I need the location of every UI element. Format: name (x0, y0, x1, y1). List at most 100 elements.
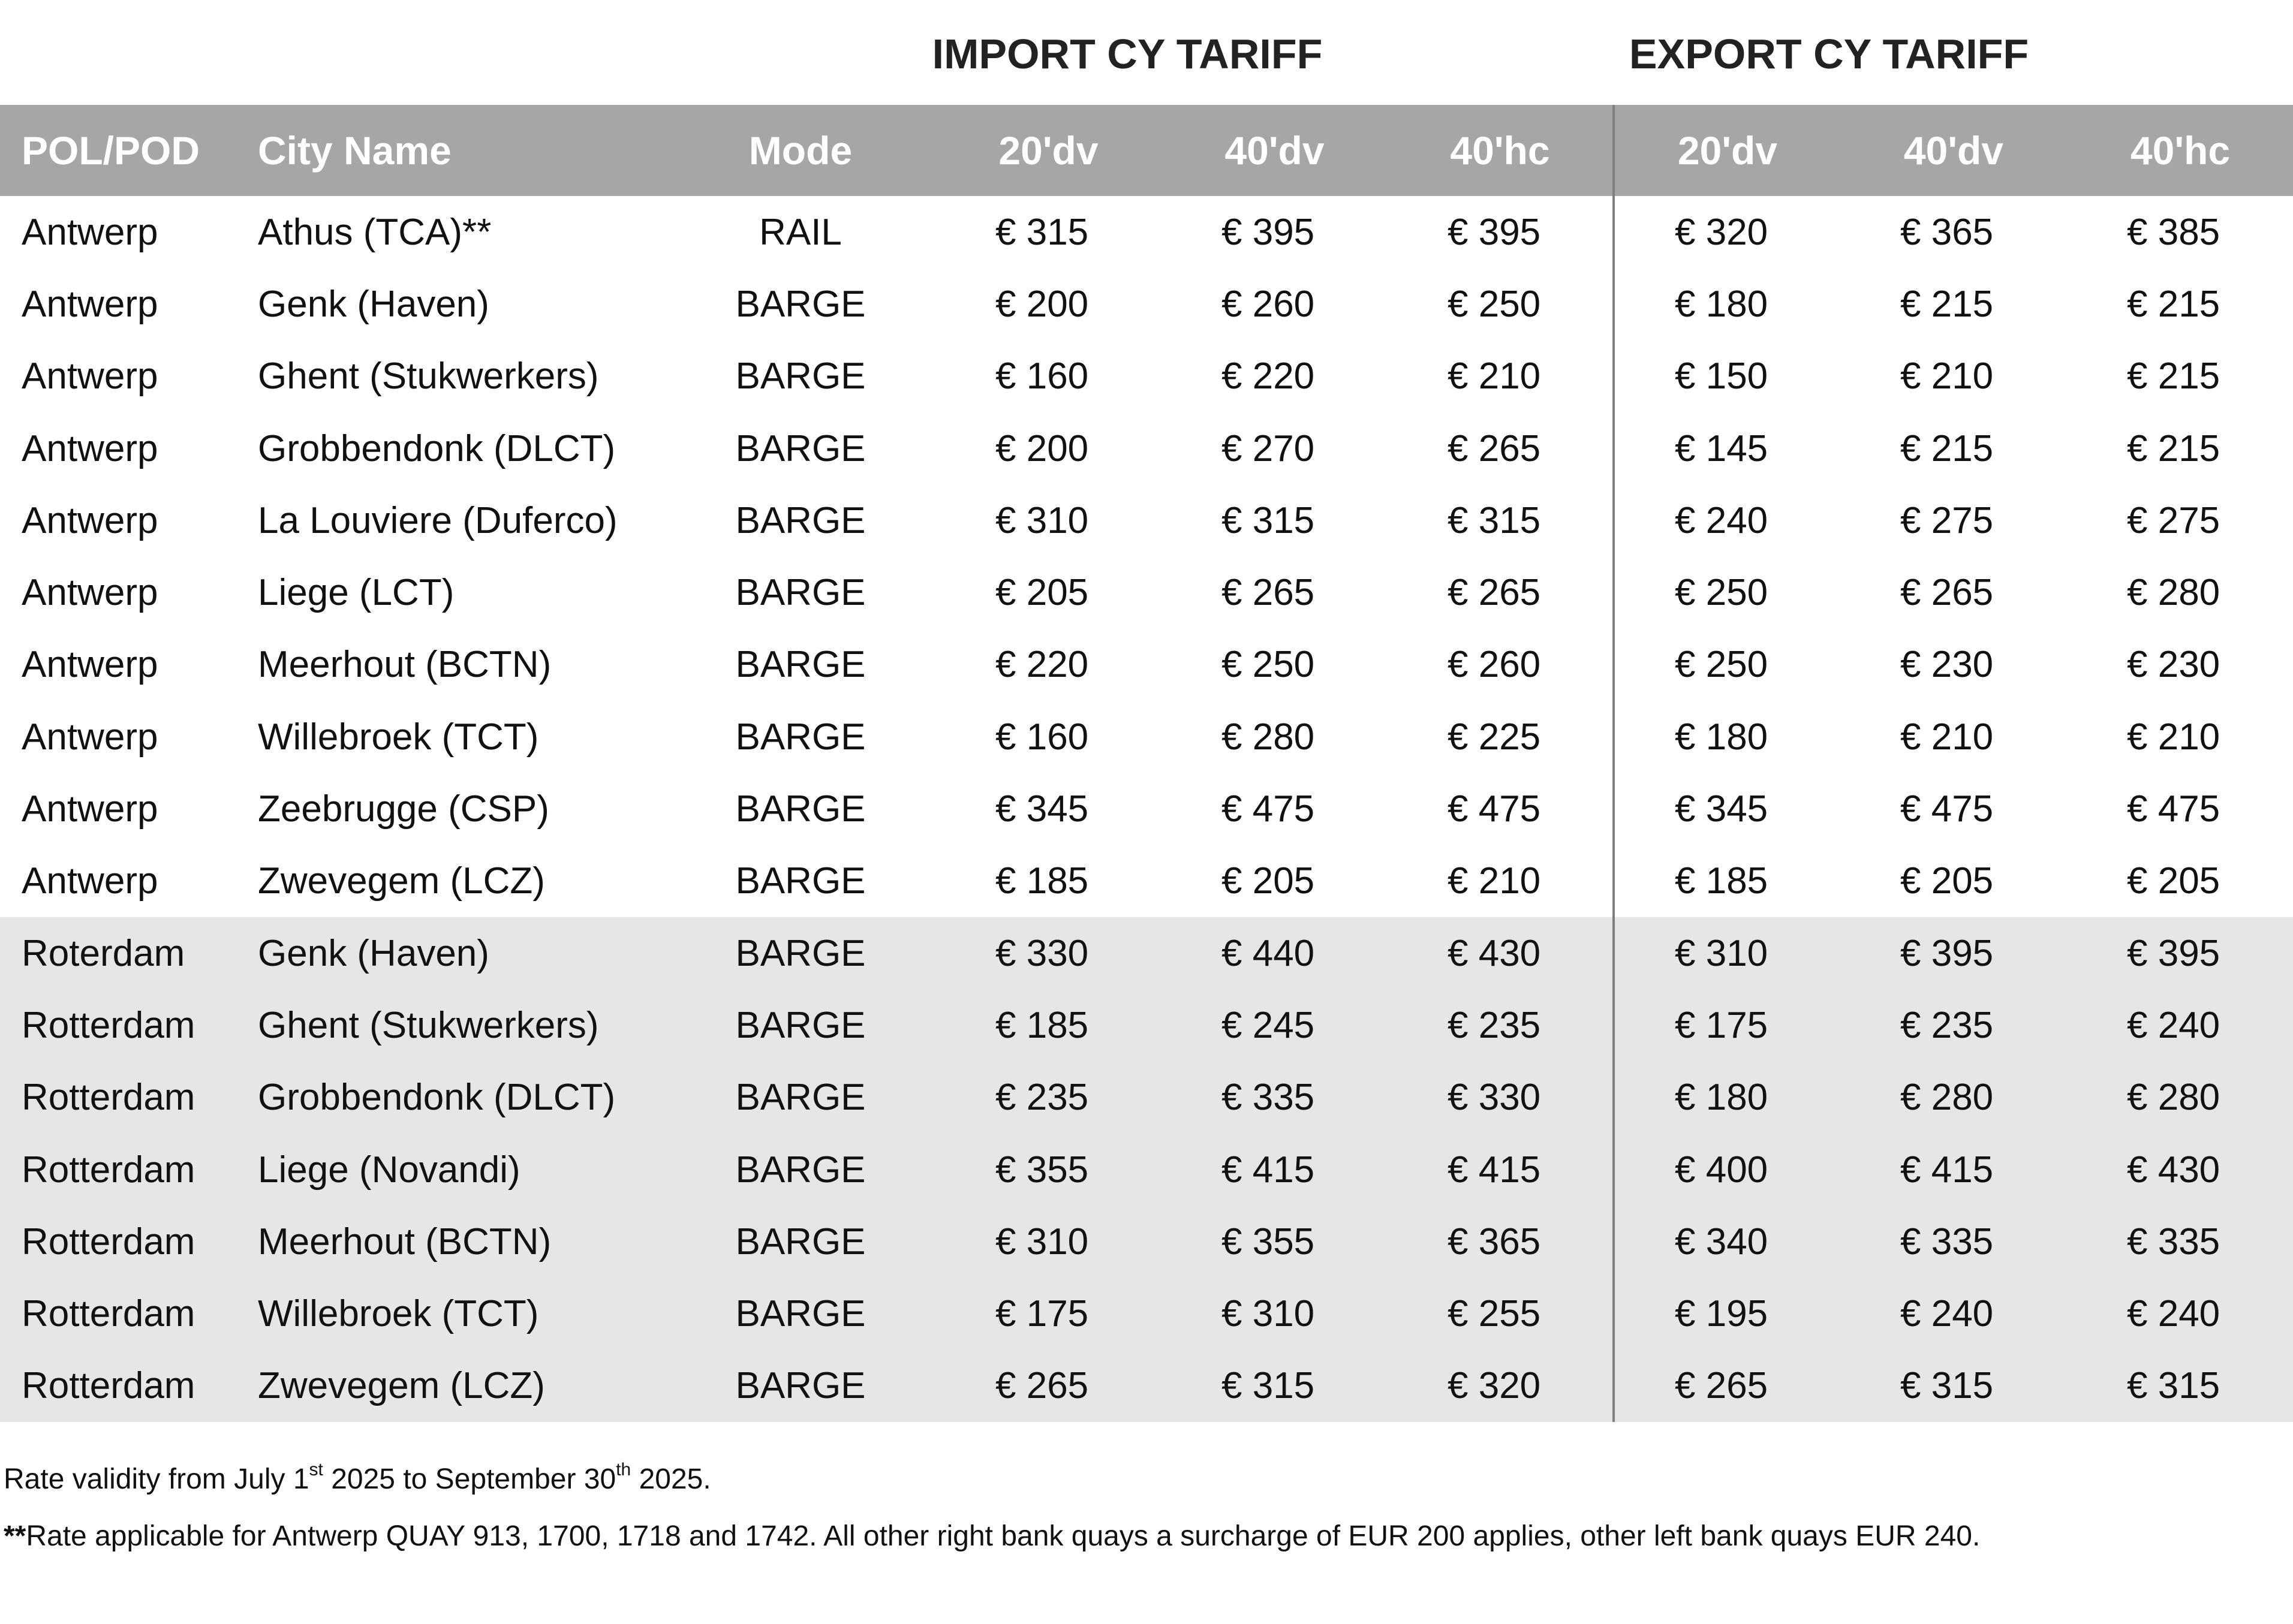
row-import-40hc: € 430 (1388, 917, 1614, 990)
header-import-40hc: 40'hc (1388, 105, 1614, 196)
table-header-row: POL/POD City Name Mode 20'dv 40'dv 40'hc… (0, 105, 2293, 196)
row-mode: RAIL (759, 211, 842, 253)
footnote-marker: ** (4, 1520, 26, 1552)
row-export-40hc: € 280 (2067, 1061, 2293, 1134)
table-row: Antwerp Ghent (Stukwerkers) BARGE € 160 € 22… (0, 340, 2293, 412)
table-row: Rotterdam Willebroek (TCT) BARGE € 175 € 310… (0, 1277, 2293, 1350)
row-import-20dv: € 315 (995, 211, 1089, 253)
row-mode: BARGE (666, 1206, 935, 1278)
row-export-40hc: € 395 (2067, 917, 2293, 990)
table-row: Rotterdam Grobbendonk (DLCT) BARGE € 235 € 3… (0, 1061, 2293, 1134)
row-export-40dv: € 210 (1900, 355, 1994, 397)
table-row: Antwerp Zeebrugge (CSP) BARGE € 345 € 475 € 4… (0, 773, 2293, 845)
row-import-40dv: € 220 (1221, 355, 1315, 397)
row-mode: BARGE (666, 1061, 935, 1134)
row-export-20dv: € 145 (1612, 412, 1840, 485)
row-import-40dv: € 260 (1221, 283, 1315, 325)
row-city-name: Zwevegem (LCZ) (234, 1349, 666, 1423)
row-pol-pod: Rotterdam (0, 1061, 234, 1134)
row-city-name: Ghent (Stukwerkers) (234, 989, 666, 1062)
row-pol-pod: Antwerp (22, 788, 158, 830)
table-row: Antwerp Athus (TCA)** RAIL € 315 € 395 € 395 €… (0, 196, 2293, 269)
row-export-20dv: € 195 (1612, 1277, 1840, 1350)
row-mode: BARGE (735, 572, 866, 614)
row-import-40dv: € 250 (1221, 644, 1315, 686)
row-city-name: Willebroek (TCT) (258, 716, 539, 758)
row-mode: BARGE (735, 716, 866, 758)
row-import-20dv: € 355 (935, 1133, 1161, 1206)
table-row: Antwerp Liege (LCT) BARGE € 205 € 265 € 265 € … (0, 556, 2293, 629)
row-mode: BARGE (735, 644, 866, 686)
row-mode: BARGE (735, 499, 866, 541)
row-export-40hc: € 275 (2127, 499, 2220, 541)
row-import-40dv: € 315 (1221, 499, 1315, 541)
row-import-40dv: € 395 (1221, 211, 1315, 253)
quay-surcharge-note: **Rate applicable for Antwerp QUAY 913, … (4, 1520, 1981, 1552)
row-export-40hc: € 210 (2127, 716, 2220, 758)
row-city-name: Liege (Novandi) (234, 1133, 666, 1206)
row-city-name: Grobbendonk (DLCT) (258, 427, 616, 469)
row-import-40hc: € 255 (1388, 1277, 1614, 1350)
row-mode: BARGE (735, 860, 866, 902)
row-import-40dv: € 475 (1221, 788, 1315, 830)
row-pol-pod: Antwerp (22, 283, 158, 325)
row-export-20dv: € 400 (1612, 1133, 1840, 1206)
row-import-40hc: € 265 (1448, 572, 1541, 614)
tariff-body: Antwerp Athus (TCA)** RAIL € 315 € 395 € 395 €… (0, 196, 2293, 1423)
row-import-20dv: € 235 (935, 1061, 1161, 1134)
row-import-40dv: € 310 (1161, 1277, 1388, 1350)
row-export-20dv: € 310 (1612, 917, 1840, 990)
row-export-20dv: € 265 (1612, 1349, 1840, 1423)
row-city-name: Meerhout (BCTN) (234, 1206, 666, 1278)
header-export-20dv: 20'dv (1612, 105, 1840, 196)
row-city-name: Zwevegem (LCZ) (258, 860, 545, 902)
row-pol-pod: Roterdam (0, 917, 234, 990)
table-row: Antwerp Zwevegem (LCZ) BARGE € 185 € 205 € 21… (0, 845, 2293, 917)
row-import-20dv: € 160 (995, 716, 1089, 758)
row-mode: BARGE (666, 1133, 935, 1206)
row-export-20dv: € 180 (1612, 268, 1840, 341)
row-import-40hc: € 320 (1388, 1349, 1614, 1423)
row-pol-pod: Rotterdam (0, 1277, 234, 1350)
row-export-40hc: € 385 (2127, 211, 2220, 253)
row-import-20dv: € 345 (995, 788, 1089, 830)
row-export-40dv: € 335 (1840, 1206, 2067, 1278)
table-row: Rotterdam Ghent (Stukwerkers) BARGE € 185 € … (0, 989, 2293, 1062)
row-city-name: Willebroek (TCT) (234, 1277, 666, 1350)
row-pol-pod: Rotterdam (0, 1349, 234, 1423)
table-row: Antwerp La Louviere (Duferco) BARGE € 310 € … (0, 484, 2293, 557)
row-import-40dv: € 440 (1161, 917, 1388, 990)
header-import-20dv: 20'dv (935, 105, 1161, 196)
row-import-20dv: € 330 (935, 917, 1161, 990)
row-export-40dv: € 475 (1900, 788, 1994, 830)
row-export-40hc: € 315 (2067, 1349, 2293, 1423)
row-import-40dv: € 280 (1221, 716, 1315, 758)
row-import-20dv: € 175 (935, 1277, 1161, 1350)
row-export-20dv: € 150 (1612, 340, 1840, 412)
export-tariff-title: EXPORT CY TARIFF (1629, 31, 2029, 77)
row-export-40hc: € 215 (2127, 427, 2220, 469)
row-export-40hc: € 430 (2067, 1133, 2293, 1206)
row-export-20dv: € 250 (1612, 556, 1840, 629)
row-city-name: Genk (Haven) (234, 917, 666, 990)
row-import-20dv: € 310 (995, 499, 1089, 541)
row-pol-pod: Antwerp (22, 860, 158, 902)
row-import-40hc: € 315 (1448, 499, 1541, 541)
row-export-40hc: € 475 (2127, 788, 2220, 830)
table-row: Rotterdam Zwevegem (LCZ) BARGE € 265 € 315 € … (0, 1349, 2293, 1423)
row-export-40hc: € 240 (2067, 1277, 2293, 1350)
row-pol-pod: Rotterdam (0, 1206, 234, 1278)
row-mode: BARGE (735, 283, 866, 325)
row-import-40dv: € 355 (1161, 1206, 1388, 1278)
row-import-40dv: € 205 (1221, 860, 1315, 902)
row-city-name: Ghent (Stukwerkers) (258, 355, 599, 397)
row-export-40dv: € 275 (1900, 499, 1994, 541)
row-pol-pod: Antwerp (22, 427, 158, 469)
table-row: Antwerp Willebroek (TCT) BARGE € 160 € 280 € … (0, 701, 2293, 773)
row-export-40dv: € 280 (1840, 1061, 2067, 1134)
row-import-40hc: € 475 (1448, 788, 1541, 830)
row-export-20dv: € 240 (1612, 484, 1840, 557)
row-import-40dv: € 315 (1161, 1349, 1388, 1423)
row-mode: BARGE (735, 355, 866, 397)
row-import-40hc: € 415 (1388, 1133, 1614, 1206)
